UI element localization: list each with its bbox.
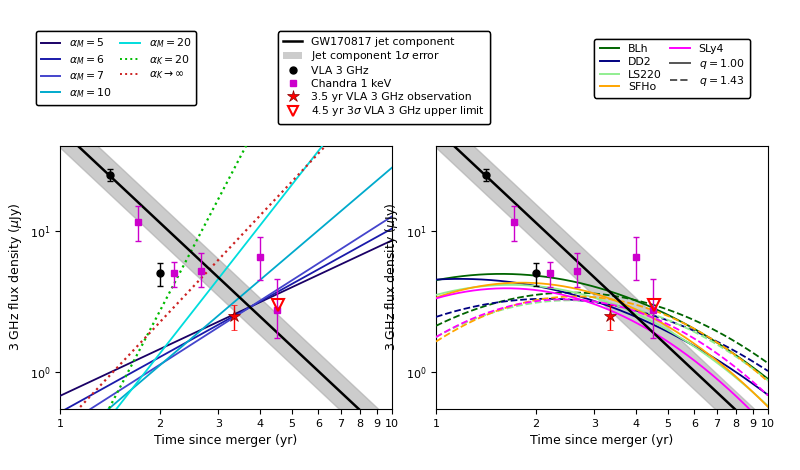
Y-axis label: 3 GHz flux density ($\mu$Jy): 3 GHz flux density ($\mu$Jy) bbox=[7, 203, 24, 352]
X-axis label: Time since merger (yr): Time since merger (yr) bbox=[154, 434, 298, 447]
X-axis label: Time since merger (yr): Time since merger (yr) bbox=[530, 434, 674, 447]
Legend: $\alpha_M = 5$, $\alpha_M = 6$, $\alpha_M = 7$, $\alpha_M = 10$, $\alpha_M = 20$: $\alpha_M = 5$, $\alpha_M = 6$, $\alpha_… bbox=[35, 31, 197, 105]
Legend: GW170817 jet component, Jet component $1\sigma$ error, VLA 3 GHz, Chandra 1 keV,: GW170817 jet component, Jet component $1… bbox=[278, 31, 490, 124]
Y-axis label: 3 GHz flux density ($\mu$Jy): 3 GHz flux density ($\mu$Jy) bbox=[383, 203, 400, 352]
Legend: BLh, DD2, LS220, SFHo, SLy4, $q = 1.00$, $q = 1.43$: BLh, DD2, LS220, SFHo, SLy4, $q = 1.00$,… bbox=[594, 39, 750, 98]
